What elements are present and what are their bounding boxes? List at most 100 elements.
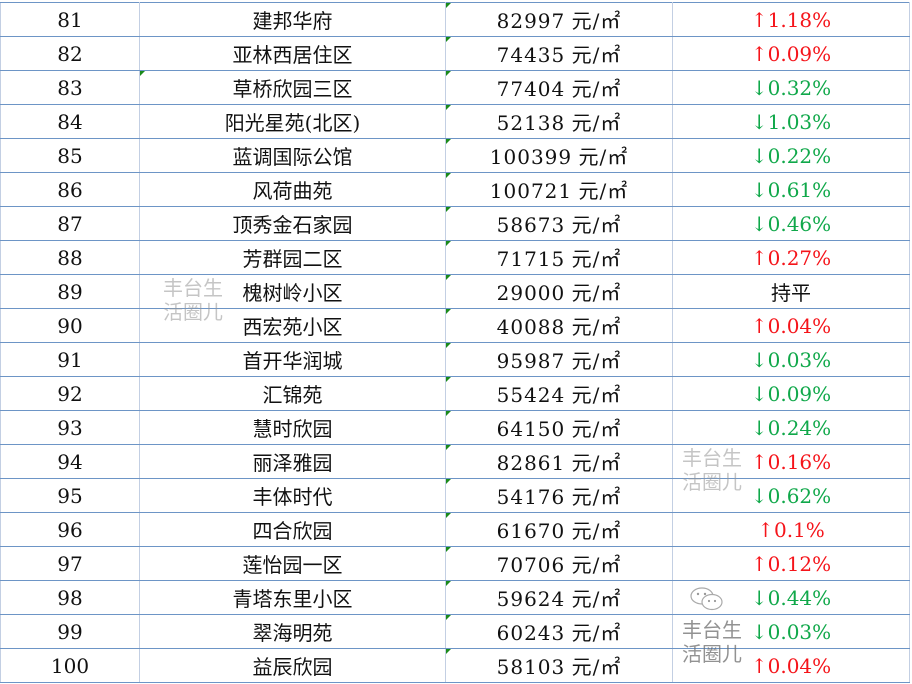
price-cell[interactable]: 70706 元/㎡ [445,546,673,581]
price-cell[interactable]: 61670 元/㎡ [445,512,673,547]
price-cell[interactable]: 71715 元/㎡ [445,240,673,275]
row-number[interactable]: 86 [0,172,140,207]
community-name[interactable]: 莲怡园一区 [139,546,446,581]
change-cell[interactable]: ↑0.12% [672,546,910,581]
change-cell[interactable]: ↑0.04% [672,308,910,343]
price-cell[interactable]: 64150 元/㎡ [445,410,673,445]
change-cell[interactable]: ↓0.62% [672,478,910,513]
row-number[interactable]: 88 [0,240,140,275]
price-value: 95987 [496,349,566,373]
community-name[interactable]: 丰体时代 [139,478,446,513]
arrow-down-icon: ↓ [750,211,768,236]
row-number[interactable]: 85 [0,138,140,173]
community-name[interactable]: 青塔东里小区 [139,580,446,615]
price-cell[interactable]: 74435 元/㎡ [445,36,673,71]
price-cell[interactable]: 100721 元/㎡ [445,172,673,207]
price-unit: 元/㎡ [571,587,622,611]
row-number[interactable]: 91 [0,342,140,377]
arrow-up-icon: ↑ [750,653,768,678]
change-value: 0.22% [767,143,832,168]
community-name[interactable]: 翠海明苑 [139,614,446,649]
price-cell[interactable]: 40088 元/㎡ [445,308,673,343]
row-number[interactable]: 99 [0,614,140,649]
price-cell[interactable]: 95987 元/㎡ [445,342,673,377]
change-cell[interactable]: ↓0.61% [672,172,910,207]
table-row: 82 亚林西居住区 74435 元/㎡ ↑0.09% [0,36,910,71]
community-name[interactable]: 蓝调国际公馆 [139,138,446,173]
row-number[interactable]: 84 [0,104,140,139]
price-unit: 元/㎡ [578,179,629,203]
community-name[interactable]: 亚林西居住区 [139,36,446,71]
row-number[interactable]: 96 [0,512,140,547]
row-number[interactable]: 87 [0,206,140,241]
change-cell[interactable]: ↑1.18% [672,2,910,37]
price-cell[interactable]: 58103 元/㎡ [445,648,673,683]
change-cell[interactable]: ↓1.03% [672,104,910,139]
change-cell[interactable]: ↑0.09% [672,36,910,71]
community-name[interactable]: 风荷曲苑 [139,172,446,207]
price-cell[interactable]: 77404 元/㎡ [445,70,673,105]
community-name[interactable]: 首开华润城 [139,342,446,377]
change-cell[interactable]: ↓0.03% [672,342,910,377]
price-cell[interactable]: 100399 元/㎡ [445,138,673,173]
table-row: 86 风荷曲苑 100721 元/㎡ ↓0.61% [0,172,910,207]
price-cell[interactable]: 82861 元/㎡ [445,444,673,479]
change-cell[interactable]: ↓0.46% [672,206,910,241]
change-value: 0.62% [767,483,832,508]
price-cell[interactable]: 54176 元/㎡ [445,478,673,513]
row-number[interactable]: 83 [0,70,140,105]
price-unit: 元/㎡ [571,281,622,305]
change-cell[interactable]: ↑0.27% [672,240,910,275]
table-row: 97 莲怡园一区 70706 元/㎡ ↑0.12% [0,546,910,581]
community-name[interactable]: 四合欣园 [139,512,446,547]
change-cell[interactable]: 持平 [672,274,910,309]
change-cell[interactable]: ↓0.32% [672,70,910,105]
table-row: 100 益辰欣园 58103 元/㎡ ↑0.04% [0,648,910,683]
arrow-down-icon: ↓ [750,109,768,134]
price-cell[interactable]: 29000 元/㎡ [445,274,673,309]
row-number[interactable]: 95 [0,478,140,513]
community-name[interactable]: 顶秀金石家园 [139,206,446,241]
community-name[interactable]: 益辰欣园 [139,648,446,683]
row-number[interactable]: 81 [0,2,140,37]
price-cell[interactable]: 82997 元/㎡ [445,2,673,37]
price-cell[interactable]: 58673 元/㎡ [445,206,673,241]
row-number[interactable]: 92 [0,376,140,411]
change-value: 0.12% [767,551,832,576]
change-cell[interactable]: ↑0.16% [672,444,910,479]
row-number[interactable]: 100 [0,648,140,683]
community-name[interactable]: 槐树岭小区 [139,274,446,309]
change-value: 0.27% [767,245,832,270]
row-number[interactable]: 90 [0,308,140,343]
change-cell[interactable]: ↓0.22% [672,138,910,173]
change-cell[interactable]: ↓0.09% [672,376,910,411]
community-name[interactable]: 丽泽雅园 [139,444,446,479]
row-number[interactable]: 89 [0,274,140,309]
community-name[interactable]: 芳群园二区 [139,240,446,275]
price-unit: 元/㎡ [571,451,622,475]
price-cell[interactable]: 52138 元/㎡ [445,104,673,139]
change-cell[interactable]: ↑0.1% [672,512,910,547]
community-name[interactable]: 阳光星苑(北区) [139,104,446,139]
row-number[interactable]: 94 [0,444,140,479]
row-number[interactable]: 82 [0,36,140,71]
arrow-up-icon: ↑ [750,245,768,270]
community-name[interactable]: 草桥欣园三区 [139,70,446,105]
row-number[interactable]: 97 [0,546,140,581]
table-row: 88 芳群园二区 71715 元/㎡ ↑0.27% [0,240,910,275]
price-cell[interactable]: 55424 元/㎡ [445,376,673,411]
community-name[interactable]: 汇锦苑 [139,376,446,411]
table-row: 89 槐树岭小区 29000 元/㎡ 持平 [0,274,910,309]
change-value: 0.04% [767,653,832,678]
price-value: 58103 [496,655,566,679]
change-cell[interactable]: ↓0.24% [672,410,910,445]
community-name[interactable]: 建邦华府 [139,2,446,37]
row-number[interactable]: 93 [0,410,140,445]
change-cell[interactable]: ↑0.04% [672,648,910,683]
price-cell[interactable]: 60243 元/㎡ [445,614,673,649]
price-cell[interactable]: 59624 元/㎡ [445,580,673,615]
community-name[interactable]: 西宏苑小区 [139,308,446,343]
row-number[interactable]: 98 [0,580,140,615]
change-cell[interactable]: ↓0.03% [672,614,910,649]
community-name[interactable]: 慧时欣园 [139,410,446,445]
